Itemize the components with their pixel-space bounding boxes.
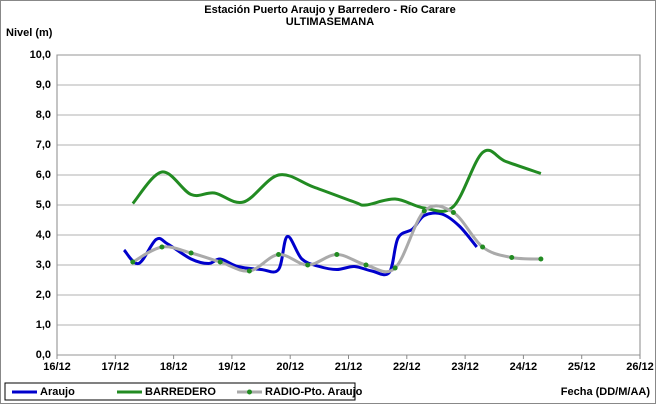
y-tick-label: 7,0 xyxy=(36,139,51,151)
y-axis-label: Nivel (m) xyxy=(6,27,53,39)
series-marker xyxy=(305,262,311,268)
y-tick-label: 5,0 xyxy=(36,199,51,211)
x-tick-label: 19/12 xyxy=(218,361,246,373)
chart-title: Estación Puerto Araujo y Barredero - Río… xyxy=(204,4,455,16)
x-tick-label: 16/12 xyxy=(43,361,71,373)
series-marker xyxy=(334,252,340,257)
x-tick-label: 25/12 xyxy=(568,361,596,373)
y-tick-label: 0,0 xyxy=(36,349,51,361)
series-marker xyxy=(159,244,165,250)
x-tick-label: 17/12 xyxy=(102,361,130,373)
y-tick-label: 4,0 xyxy=(36,229,51,241)
x-tick-label: 20/12 xyxy=(276,361,304,373)
series-marker xyxy=(188,250,194,256)
legend-label: Araujo xyxy=(40,386,75,398)
chart-subtitle: ULTIMASEMANA xyxy=(286,16,374,28)
series-marker xyxy=(509,255,515,260)
y-tick-label: 9,0 xyxy=(36,79,51,91)
y-tick-label: 3,0 xyxy=(36,259,51,271)
y-tick-label: 1,0 xyxy=(36,319,51,331)
series-marker xyxy=(130,259,136,265)
x-tick-label: 21/12 xyxy=(335,361,363,373)
y-tick-label: 2,0 xyxy=(36,289,51,301)
legend-label: RADIO-Pto. Araujo xyxy=(265,386,363,398)
series-marker xyxy=(450,210,456,215)
series-marker xyxy=(538,256,544,262)
legend-box xyxy=(4,382,356,401)
y-tick-label: 10,0 xyxy=(30,49,51,61)
series-marker xyxy=(363,262,369,268)
x-tick-label: 23/12 xyxy=(451,361,479,373)
series-marker xyxy=(480,244,486,250)
x-axis-label: Fecha (DD/M/AA) xyxy=(561,386,651,398)
series-marker xyxy=(276,252,282,257)
x-tick-label: 18/12 xyxy=(160,361,188,373)
series-marker xyxy=(246,268,252,274)
y-tick-label: 6,0 xyxy=(36,169,51,181)
x-tick-label: 24/12 xyxy=(510,361,538,373)
series-marker xyxy=(217,259,223,265)
series-line xyxy=(131,148,542,213)
x-tick-label: 26/12 xyxy=(626,361,654,373)
series-marker xyxy=(421,208,427,214)
legend-marker xyxy=(247,389,252,395)
series-marker xyxy=(392,265,398,271)
y-tick-label: 8,0 xyxy=(36,109,51,121)
x-tick-label: 22/12 xyxy=(393,361,421,373)
legend-label: BARREDERO xyxy=(145,386,216,398)
